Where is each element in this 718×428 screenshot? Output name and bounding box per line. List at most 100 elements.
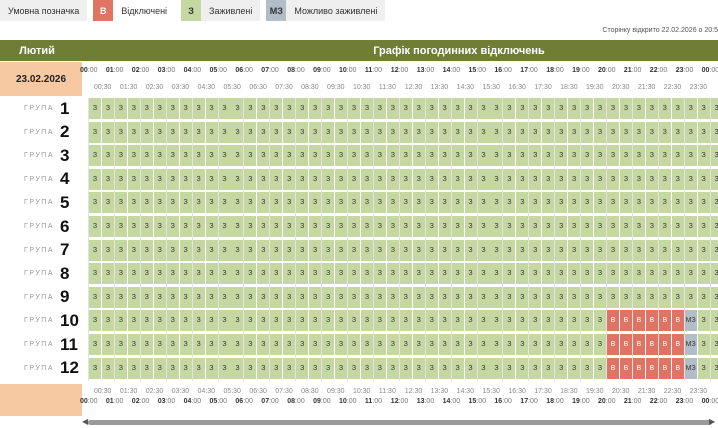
group-word: ГРУПА — [24, 105, 54, 112]
slot-cell: З — [697, 310, 710, 332]
slot-cell: В — [607, 334, 619, 355]
slot-cell: З — [360, 168, 373, 190]
half-hour-tick-1: 01:30 — [119, 388, 138, 395]
slot-cell: З — [296, 168, 309, 190]
slot-cell: З — [140, 168, 153, 190]
slot-cell: З — [477, 334, 490, 355]
slot-cell: З — [360, 334, 373, 355]
slot-cell: З — [244, 98, 257, 119]
slot-cell: З — [101, 216, 114, 237]
slot-cell: З — [697, 168, 710, 190]
slot-cell: З — [270, 121, 283, 143]
slot-cell: З — [632, 216, 645, 237]
half-hour-tick-16: 16:30 — [508, 388, 526, 395]
hour-tick-24: 00:00 — [701, 67, 718, 74]
half-hour-tick-0: 00:30 — [93, 388, 112, 395]
slot-cell: В — [619, 357, 632, 379]
slot-cell: З — [153, 357, 166, 379]
slot-cell: З — [296, 145, 309, 167]
slot-cell: З — [451, 145, 464, 167]
slot-cell: З — [438, 216, 451, 237]
slot-cell: З — [412, 263, 425, 285]
slot-cell: З — [166, 310, 179, 332]
slot-cell: З — [192, 286, 205, 308]
slot-cell: З — [425, 334, 438, 355]
slot-cell: З — [594, 192, 607, 214]
slot-cell: З — [425, 121, 438, 143]
slot-cell: З — [658, 121, 671, 143]
slot-cell: З — [348, 168, 360, 190]
horizontal-scrollbar[interactable] — [88, 420, 712, 425]
slot-cell: З — [101, 192, 114, 214]
slot-cell: З — [658, 263, 671, 285]
schedule-date: 23.02.2026 — [0, 62, 82, 96]
slot-cell: З — [373, 334, 386, 355]
slot-cell: З — [516, 98, 529, 119]
slot-cell: З — [645, 216, 658, 237]
slot-cell: З — [360, 121, 373, 143]
slot-cell: З — [490, 145, 503, 167]
legend-chip-maybe: МЗ — [266, 0, 287, 21]
hour-divider — [631, 98, 633, 382]
slot-cell: З — [114, 98, 127, 119]
slot-cell: З — [373, 145, 386, 167]
slot-cell: З — [218, 98, 231, 119]
slot-cell: З — [231, 310, 244, 332]
hour-tick-16: 16:00 — [494, 398, 512, 405]
scroll-left-arrow-icon[interactable]: ◀ — [82, 417, 89, 426]
slot-cell: З — [140, 310, 153, 332]
slot-cell: З — [373, 239, 386, 261]
slot-cell: З — [555, 334, 568, 355]
slot-cell: З — [127, 121, 140, 143]
slot-cell: З — [140, 192, 153, 214]
slot-cell: З — [179, 192, 192, 214]
slot-cell: З — [412, 145, 425, 167]
slot-cell: З — [581, 263, 594, 285]
slot-cell: З — [205, 334, 218, 355]
slot-cell: З — [425, 98, 438, 119]
slot-cell: З — [399, 121, 412, 143]
slot-cell: З — [348, 98, 360, 119]
slot-cell: З — [542, 192, 555, 214]
slot-cell: З — [619, 98, 632, 119]
slot-cell: З — [244, 286, 257, 308]
slot-cell: З — [309, 98, 322, 119]
slot-cell: З — [360, 239, 373, 261]
slot-cell: З — [270, 310, 283, 332]
slot-cell: З — [373, 286, 386, 308]
slot-cell: З — [192, 263, 205, 285]
slot-cell: З — [412, 192, 425, 214]
hour-tick-24: 00:00 — [701, 398, 718, 405]
slot-cell: З — [373, 121, 386, 143]
slot-cell: З — [166, 263, 179, 285]
slot-cell: З — [218, 357, 231, 379]
slot-cell: З — [710, 357, 718, 379]
slot-cell: З — [205, 310, 218, 332]
half-hour-tick-20: 20:30 — [611, 84, 630, 91]
slot-cell: З — [594, 216, 607, 237]
slot-cell: З — [684, 168, 697, 190]
group-number: 9 — [60, 287, 70, 307]
hour-divider — [88, 98, 89, 382]
group-word: ГРУПА — [24, 128, 54, 136]
scroll-right-arrow-icon[interactable]: ▶ — [709, 417, 716, 426]
slot-cell: З — [283, 168, 296, 190]
hour-tick-9: 09:00 — [313, 398, 331, 405]
slot-cell: З — [386, 192, 399, 214]
slot-cell: З — [244, 192, 257, 214]
slot-cell: З — [477, 357, 490, 379]
slot-cell: З — [697, 357, 710, 379]
slot-cell: В — [619, 334, 632, 355]
slot-cell: З — [257, 263, 270, 285]
slot-cell: МЗ — [684, 357, 697, 379]
slot-cell: З — [322, 239, 335, 261]
slot-cell: З — [153, 310, 166, 332]
group-word: ГРУПА — [24, 152, 54, 160]
hour-tick-19: 19:00 — [572, 67, 590, 74]
schedule-title: Графік погодинних відключень — [373, 44, 545, 57]
hour-tick-12: 12:00 — [390, 398, 409, 405]
slot-cell: З — [594, 286, 607, 308]
slot-cell: В — [645, 334, 658, 355]
slot-cell: З — [205, 357, 218, 379]
slot-cell: З — [516, 334, 529, 355]
